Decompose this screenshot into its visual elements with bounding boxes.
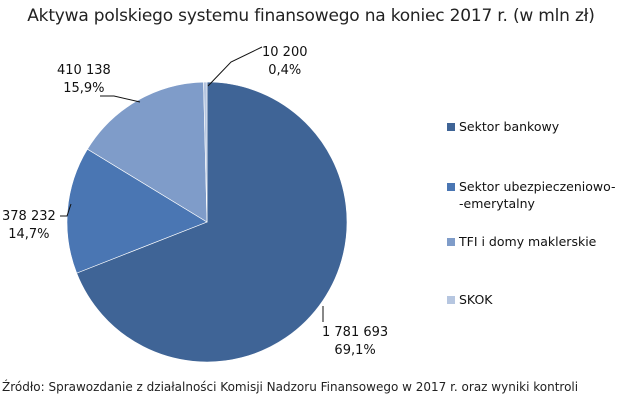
legend-item-skok[interactable]: SKOK	[447, 291, 492, 308]
legend-item-insurance[interactable]: Sektor ubezpieczeniowo- -emerytalny	[447, 178, 616, 212]
label-insurance: 378 232 14,7%	[2, 209, 56, 242]
leader-line-tfi	[100, 95, 141, 103]
slice-insurance	[66, 148, 208, 274]
legend-item-tfi[interactable]: TFI i domy maklerskie	[447, 233, 596, 250]
chart-title: Aktywa polskiego systemu finansowego na …	[27, 6, 595, 26]
source-note: Źródło: Sprawozdanie z działalności Komi…	[2, 380, 579, 394]
slice-bank	[76, 81, 348, 363]
leader-line-insurance	[60, 203, 72, 217]
label-skok: 10 200 0,4%	[262, 45, 308, 78]
leader-line-skok	[207, 46, 263, 87]
slice-skok	[203, 81, 208, 223]
legend-swatch-icon	[447, 123, 455, 131]
label-tfi: 410 138 15,9%	[57, 63, 111, 96]
legend-item-bank[interactable]: Sektor bankowy	[447, 118, 559, 135]
legend-swatch-icon	[447, 296, 455, 304]
legend-swatch-icon	[447, 183, 455, 191]
label-bank: 1 781 693 69,1%	[322, 325, 389, 358]
legend-swatch-icon	[447, 238, 455, 246]
